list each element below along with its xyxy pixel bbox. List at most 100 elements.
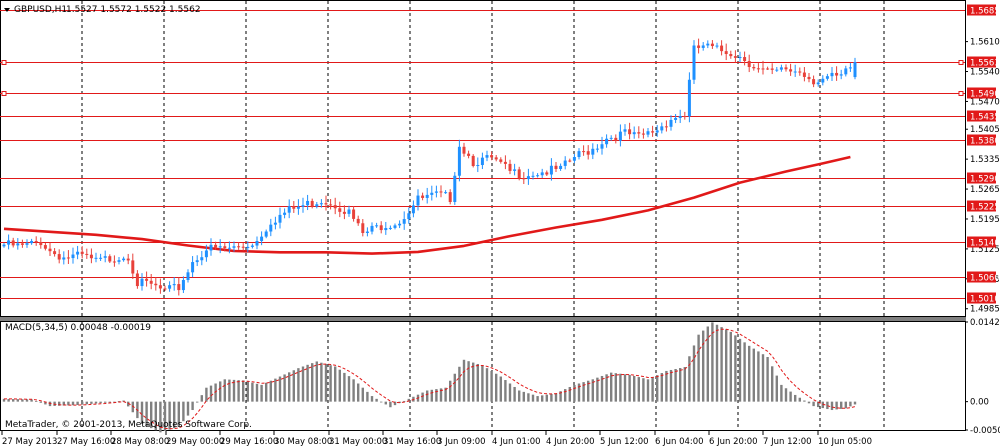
x-tick-label: 29 May 00:00	[166, 437, 224, 447]
macd-bar	[656, 375, 659, 402]
macd-bar	[706, 326, 709, 402]
dropdown-arrow-icon[interactable]	[4, 8, 10, 12]
candle-body	[57, 254, 61, 260]
panel-separator[interactable]	[0, 317, 966, 321]
candle-body	[145, 278, 149, 281]
line-handle	[1, 91, 7, 96]
candle-body	[715, 45, 719, 47]
candle-body	[517, 169, 521, 179]
candle-body	[131, 260, 135, 274]
macd-bar	[835, 401, 838, 410]
macd-bar	[173, 401, 176, 429]
candle-body	[729, 54, 733, 57]
candle-body	[844, 68, 848, 75]
price-line-label: 1.5225	[970, 203, 1000, 213]
candle-body	[255, 241, 259, 246]
candle-body	[66, 257, 70, 259]
candle-body	[540, 172, 544, 176]
macd-bar	[117, 401, 121, 402]
price-line-label-bg	[967, 56, 996, 68]
price-line-label-bg	[967, 87, 996, 99]
candle-body	[135, 273, 139, 287]
macd-bar	[127, 401, 130, 407]
candle-body	[232, 246, 236, 248]
candle-body	[733, 56, 737, 58]
candle-body	[85, 253, 89, 255]
candle-body	[2, 244, 6, 247]
macd-bar	[251, 382, 254, 402]
candle-body	[393, 225, 397, 228]
candle-body	[34, 240, 38, 243]
candle-body	[333, 205, 337, 209]
candle-body	[273, 222, 277, 225]
candle-body	[628, 129, 632, 135]
candle-body	[278, 214, 282, 223]
x-tick-label: 27 May 16:00	[57, 437, 115, 447]
candle-body	[62, 257, 66, 260]
macd-bar	[426, 390, 429, 402]
candle-body	[71, 254, 75, 259]
macd-bar	[260, 384, 263, 402]
macd-bar	[596, 377, 599, 402]
candle-body	[775, 69, 779, 71]
price-line-label: 1.5563	[970, 59, 1000, 69]
macd-bar	[743, 342, 746, 402]
candle-body	[43, 245, 47, 249]
candle-body	[816, 82, 820, 85]
y-tick-label: 1.5405	[970, 125, 1000, 135]
macd-bar	[679, 368, 682, 402]
macd-bar	[541, 395, 544, 402]
x-tick-label: 29 May 16:00	[220, 437, 278, 447]
macd-bar	[522, 391, 525, 402]
candle-body	[637, 132, 641, 134]
candle-body	[444, 192, 448, 194]
macd-bar	[122, 400, 125, 402]
candle-body	[457, 146, 461, 176]
macd-bar	[439, 388, 443, 402]
macd-bar	[12, 399, 15, 402]
candle-body	[191, 262, 195, 273]
candle-body	[407, 213, 411, 220]
price-axis[interactable]: 1.5610 1.5540 1.5470 1.5405 1.5335 1.5265 1.51…	[965, 38, 1000, 315]
macd-bar	[214, 383, 217, 402]
candle-body	[425, 194, 429, 198]
candle-body	[214, 244, 218, 248]
candle-body	[163, 288, 167, 290]
macd-bar	[826, 401, 829, 410]
candle-body	[20, 243, 24, 245]
y-tick-label: 1.5335	[970, 155, 1000, 165]
macd-bar	[320, 362, 323, 402]
candle-body	[421, 195, 425, 198]
macd-bar	[2, 398, 6, 402]
macd-bar	[85, 401, 88, 405]
candle-body	[476, 165, 480, 167]
candle-body	[526, 176, 530, 180]
candle-body	[743, 57, 747, 62]
candle-body	[545, 172, 549, 175]
moving-average	[3, 155, 851, 255]
x-tick-label: 3 Jun 09:00	[437, 437, 486, 447]
x-tick-label: 4 Jun 20:00	[546, 437, 595, 447]
x-tick-label: 6 Jun 20:00	[709, 437, 758, 447]
macd-bar	[361, 387, 364, 402]
candle-body	[301, 205, 305, 207]
horizontal-line-labels: 1.56851.55631.54901.54351.53801.52901.52…	[967, 4, 1000, 305]
macd-bar	[58, 401, 61, 406]
macd-bar	[775, 375, 778, 402]
candle-body	[646, 131, 650, 135]
macd-bar	[159, 401, 162, 433]
macd-bar	[780, 384, 783, 402]
macd-bar	[311, 363, 314, 402]
y-tick-label: 1.5265	[970, 185, 1000, 195]
candle-body	[835, 72, 839, 76]
macd-bar	[725, 329, 728, 402]
macd-bar	[798, 397, 801, 402]
macd-bar	[734, 335, 737, 402]
macd-bar	[702, 330, 705, 402]
candle-body	[379, 225, 383, 231]
candle-body	[531, 175, 535, 177]
macd-bar	[140, 401, 144, 424]
macd-bar	[205, 387, 208, 402]
